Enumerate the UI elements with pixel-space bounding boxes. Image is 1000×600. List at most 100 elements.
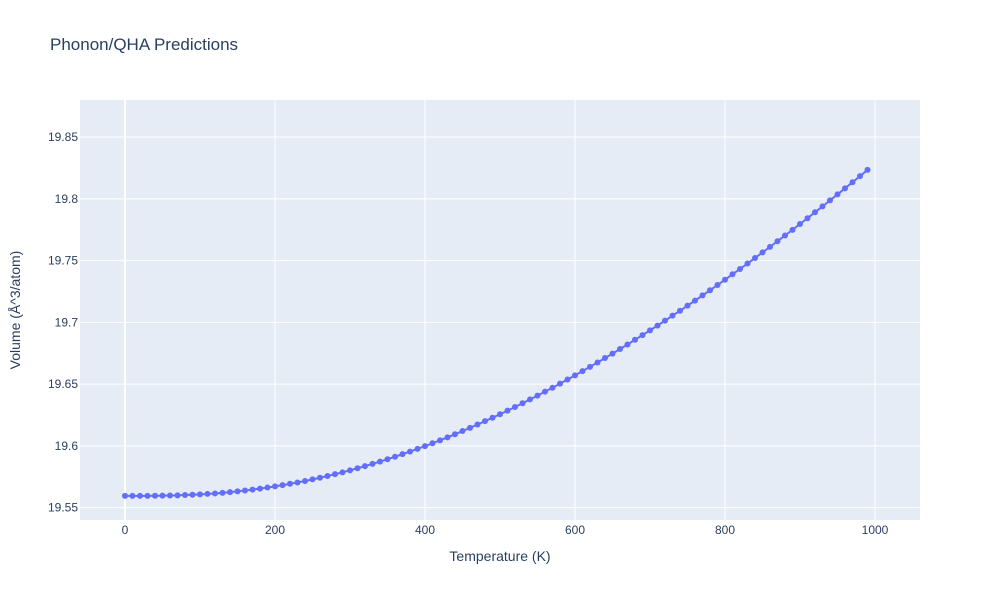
data-point [332,471,338,478]
data-point [617,346,623,353]
data-point [467,424,473,431]
data-point [579,368,586,375]
grid-lines [80,100,920,520]
plot-area [80,100,920,520]
data-point [437,437,443,444]
data-point [294,479,301,486]
data-point [212,490,218,497]
data-point [264,484,271,491]
data-point [527,396,533,403]
data-point [129,492,136,499]
data-point [857,173,863,180]
x-tick-label: 1000 [862,523,889,537]
y-tick-labels: 19.55 19.6 19.65 19.7 19.75 19.8 19.85 [48,130,78,515]
data-point [684,302,691,309]
data-point [624,341,631,348]
data-point [602,355,608,362]
data-point [564,376,571,383]
x-tick-label: 0 [122,523,129,537]
data-point [159,492,166,499]
y-tick-label: 19.6 [55,439,79,453]
data-point [767,243,773,250]
data-point [399,451,406,458]
data-point [812,209,818,216]
data-point [377,458,383,465]
data-point [257,485,263,492]
y-tick-label: 19.65 [48,377,78,391]
data-point [384,456,391,463]
data-point [804,215,811,222]
data-point [774,238,781,245]
data-point [459,428,466,435]
x-tick-label: 400 [415,523,435,537]
data-point [167,492,173,499]
data-point [557,380,563,387]
data-point [122,492,128,499]
data-point [729,271,736,278]
data-point [174,492,181,499]
data-point [422,443,428,450]
data-point [189,491,196,498]
series-line [125,169,869,497]
data-point [242,487,248,494]
data-point [752,254,758,261]
data-point [744,260,751,267]
data-point [654,322,661,329]
data-point [819,203,826,210]
y-tick-label: 19.85 [48,130,78,144]
x-tick-labels: 0 200 400 600 800 1000 [122,523,889,537]
data-point [722,276,728,283]
data-point [549,384,556,391]
data-point [347,467,353,474]
y-axis-title: Volume (Å^3/atom) [7,251,23,370]
data-point [827,197,833,204]
data-point [512,403,518,410]
data-point [362,463,368,470]
data-point [234,488,241,495]
data-point [519,400,526,407]
data-point [152,492,158,499]
data-point [669,312,676,319]
x-axis-title: Temperature (K) [449,548,550,564]
data-point [369,460,376,467]
data-point [842,185,848,192]
data-point [182,492,188,499]
chart-title: Phonon/QHA Predictions [50,35,238,54]
data-point [542,388,548,395]
data-point [137,492,143,499]
data-point [497,411,503,418]
data-point [737,265,743,272]
data-point [452,431,458,438]
data-point [354,465,361,472]
data-point [677,307,683,314]
data-point [197,491,203,498]
data-point [534,392,541,399]
data-point [632,336,638,343]
data-point [482,418,488,425]
data-point [864,166,871,173]
data-point [272,483,278,490]
data-point [339,469,346,476]
data-point [639,332,646,339]
data-point [444,434,451,441]
y-tick-label: 19.8 [55,192,79,206]
y-tick-label: 19.55 [48,501,78,515]
data-point [662,317,668,324]
data-point [594,359,601,366]
data-point [572,372,578,379]
data-point [489,414,496,421]
data-point [317,474,323,481]
data-point [144,492,151,499]
data-point [474,421,481,428]
data-point [227,489,233,496]
data-point [302,477,308,484]
data-point [414,445,421,452]
data-point [699,292,706,299]
data-point [797,221,803,228]
data-point [407,448,413,455]
data-point [279,482,286,489]
data-point [759,249,766,256]
y-tick-label: 19.75 [48,254,78,268]
data-point [707,287,713,294]
